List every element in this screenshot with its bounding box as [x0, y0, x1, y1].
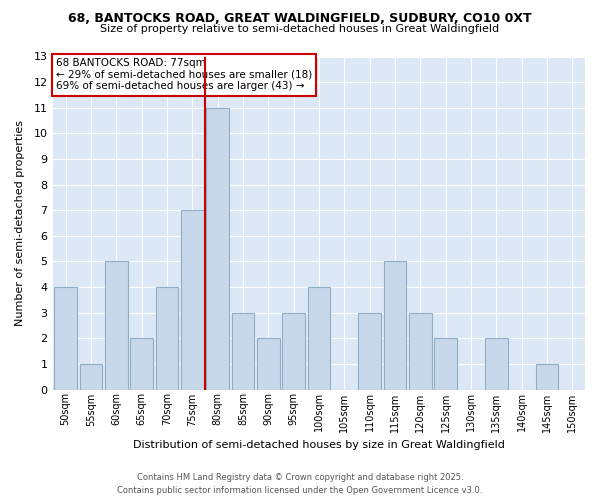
- Bar: [383, 262, 406, 390]
- X-axis label: Distribution of semi-detached houses by size in Great Waldingfield: Distribution of semi-detached houses by …: [133, 440, 505, 450]
- Bar: [434, 338, 457, 390]
- Text: 68, BANTOCKS ROAD, GREAT WALDINGFIELD, SUDBURY, CO10 0XT: 68, BANTOCKS ROAD, GREAT WALDINGFIELD, S…: [68, 12, 532, 26]
- Bar: [536, 364, 559, 390]
- Bar: [485, 338, 508, 390]
- Bar: [282, 312, 305, 390]
- Bar: [409, 312, 432, 390]
- Bar: [232, 312, 254, 390]
- Bar: [308, 287, 331, 390]
- Text: 68 BANTOCKS ROAD: 77sqm
← 29% of semi-detached houses are smaller (18)
69% of se: 68 BANTOCKS ROAD: 77sqm ← 29% of semi-de…: [56, 58, 312, 92]
- Bar: [80, 364, 103, 390]
- Text: Size of property relative to semi-detached houses in Great Waldingfield: Size of property relative to semi-detach…: [100, 24, 500, 34]
- Bar: [130, 338, 153, 390]
- Y-axis label: Number of semi-detached properties: Number of semi-detached properties: [15, 120, 25, 326]
- Text: Contains HM Land Registry data © Crown copyright and database right 2025.
Contai: Contains HM Land Registry data © Crown c…: [118, 474, 482, 495]
- Bar: [181, 210, 204, 390]
- Bar: [105, 262, 128, 390]
- Bar: [155, 287, 178, 390]
- Bar: [206, 108, 229, 390]
- Bar: [358, 312, 381, 390]
- Bar: [257, 338, 280, 390]
- Bar: [54, 287, 77, 390]
